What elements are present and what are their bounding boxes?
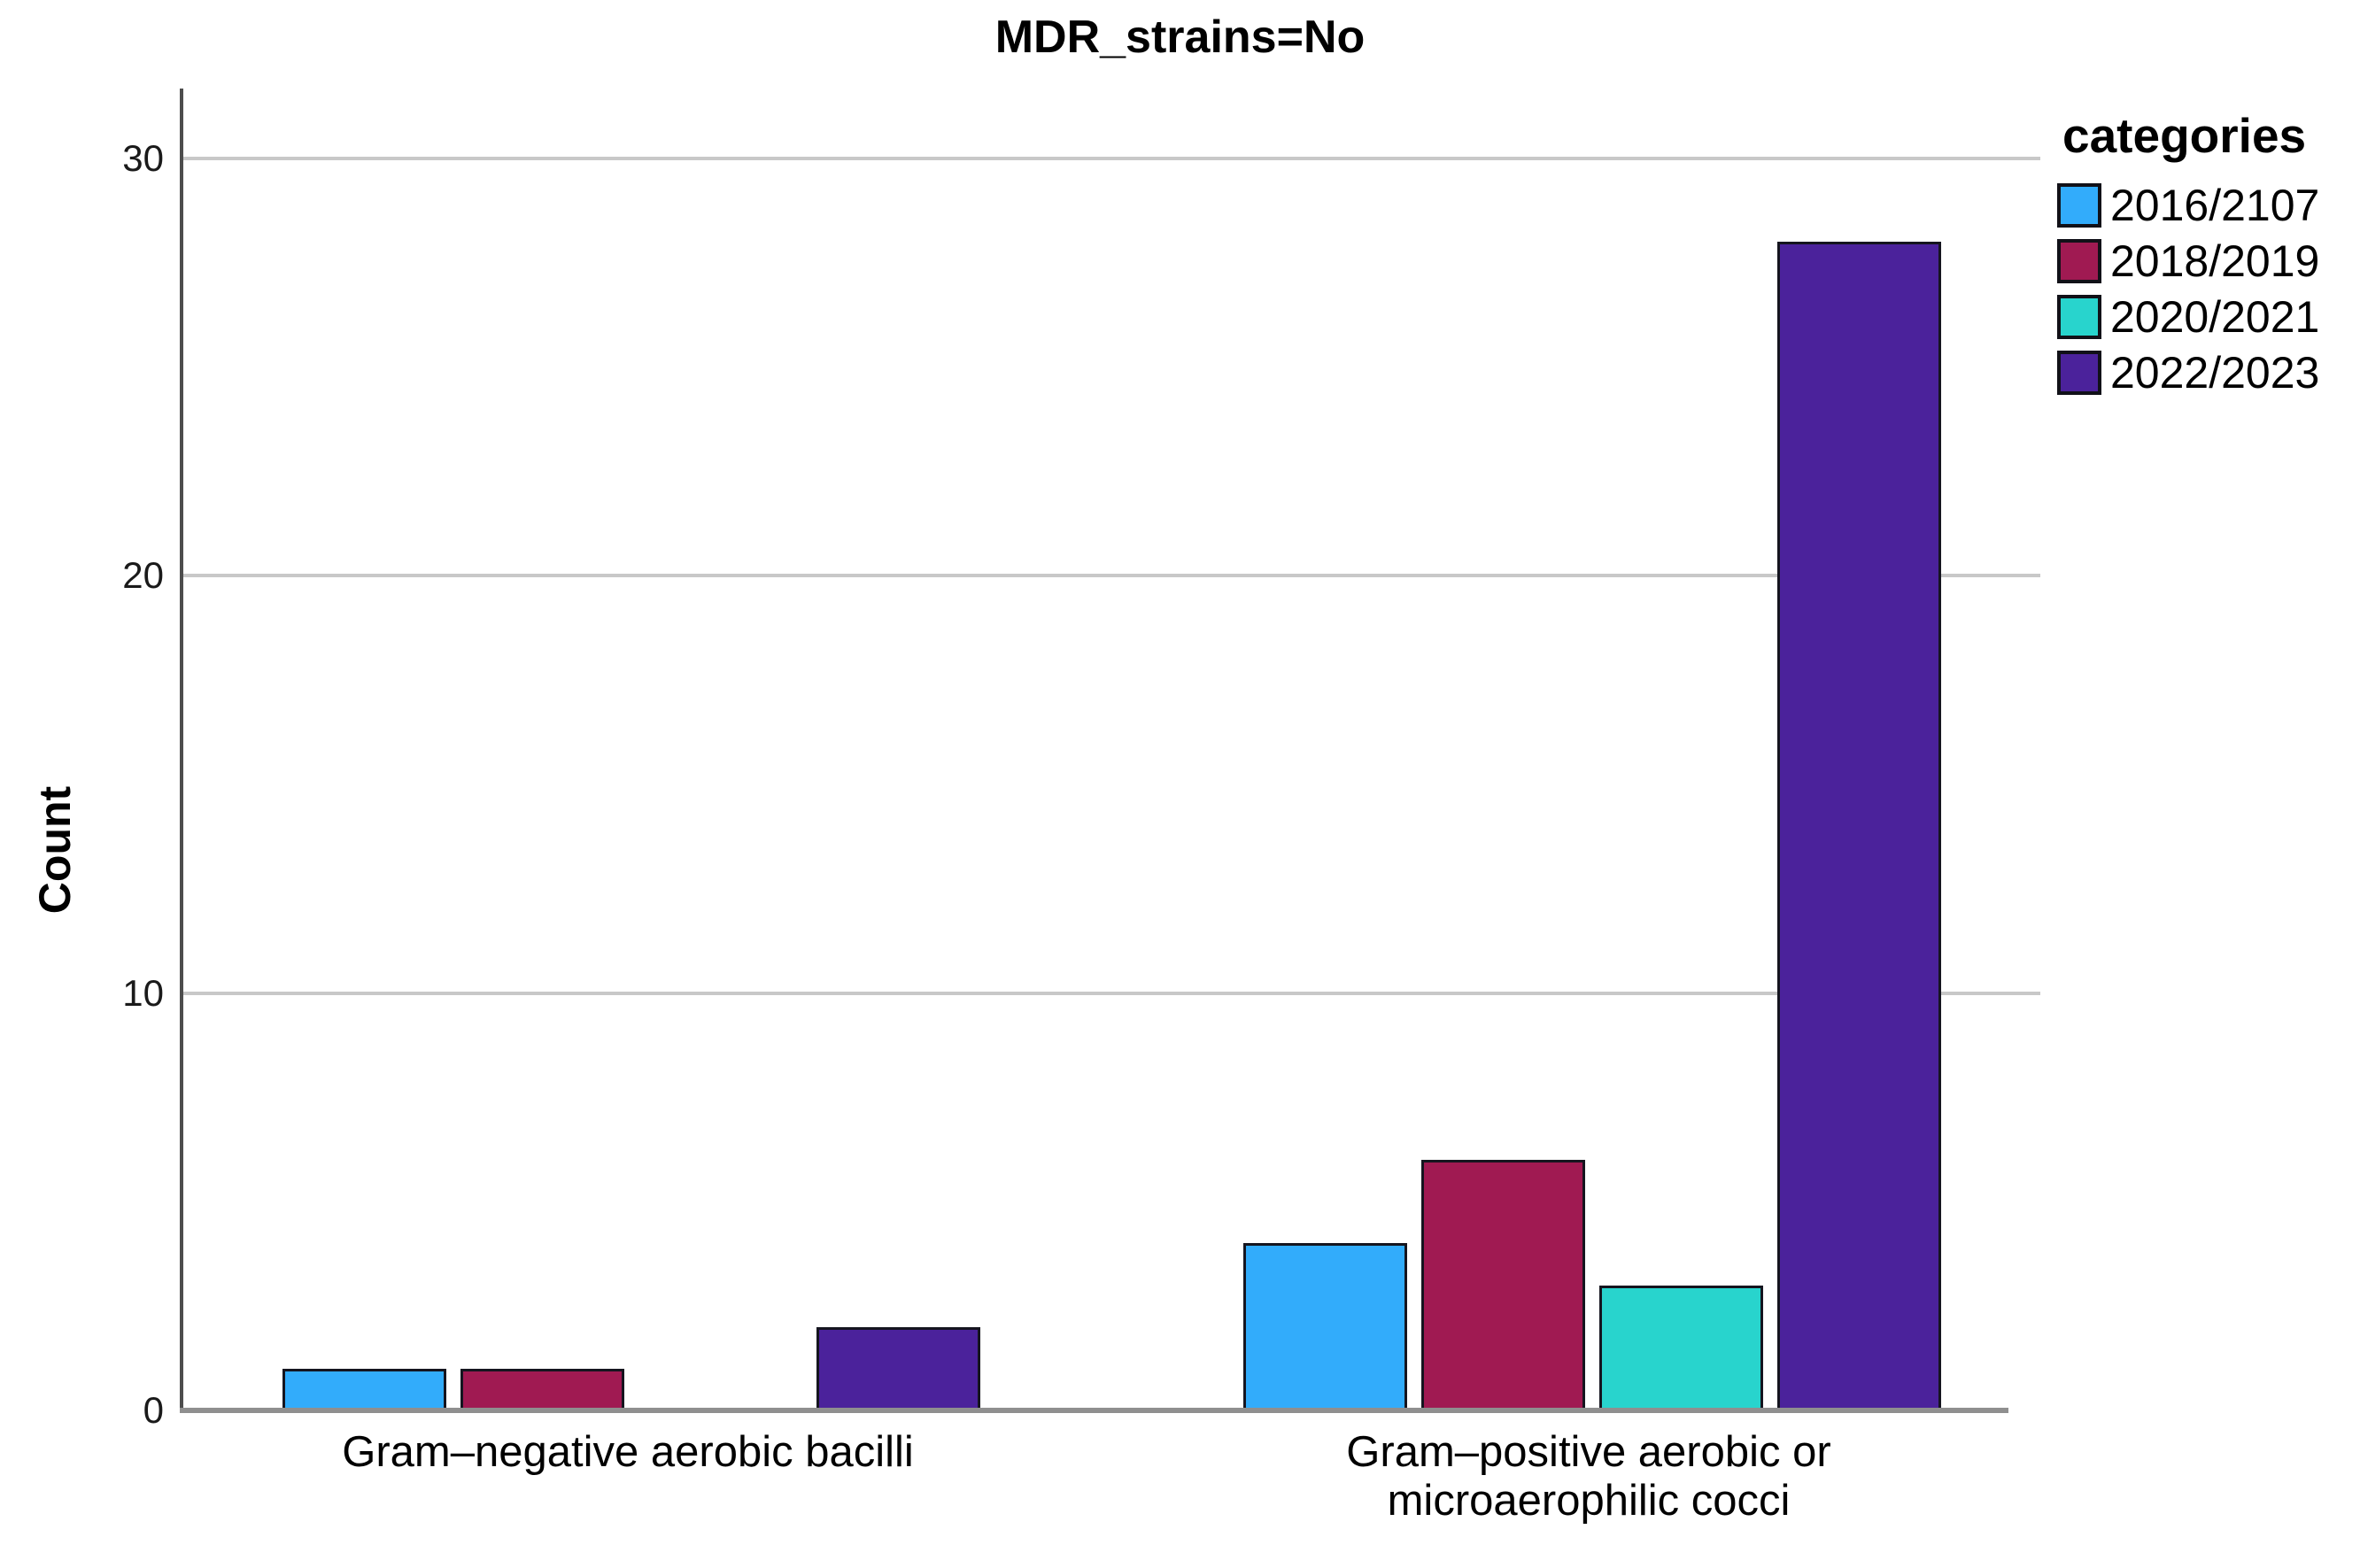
x-category-label-gram-positive: Gram–positive aerobic or microaerophilic… [1346, 1428, 1831, 1525]
y-tick-label-30: 30 [122, 137, 164, 180]
x-category-label-gram-negative: Gram–negative aerobic bacilli [342, 1428, 914, 1476]
x-axis-line [180, 1408, 2008, 1413]
y-tick-label-10: 10 [122, 971, 164, 1014]
legend-item-2016-2107: 2016/2107 [2057, 183, 2319, 228]
legend-title: categories [2062, 108, 2307, 163]
bar-2016-2107-gram-negative [282, 1369, 446, 1410]
gridline-y-10 [183, 991, 2040, 995]
bar-2022-2023-gram-negative [816, 1327, 980, 1410]
legend-label-2016-2107: 2016/2107 [2110, 181, 2320, 230]
legend-label-2018-2019: 2018/2019 [2110, 236, 2320, 286]
y-tick-label-20: 20 [122, 554, 164, 597]
legend-swatch-2022-2023 [2057, 351, 2101, 395]
bar-2018-2019-gram-negative [460, 1369, 624, 1410]
legend-items: 2016/2107 2018/2019 2020/2021 2022/2023 [2057, 183, 2319, 395]
legend: categories 2016/2107 2018/2019 2020/2021 20… [2057, 112, 2319, 406]
legend-item-2022-2023: 2022/2023 [2057, 351, 2319, 395]
y-tick-label-0: 0 [143, 1389, 164, 1431]
legend-item-2020-2021: 2020/2021 [2057, 295, 2319, 339]
gridline-y-30 [183, 157, 2040, 161]
gridline-y-20 [183, 574, 2040, 578]
legend-label-2022-2023: 2022/2023 [2110, 348, 2320, 398]
plot-area [180, 89, 2040, 1410]
legend-item-2018-2019: 2018/2019 [2057, 239, 2319, 283]
y-axis-title: Count [30, 785, 80, 915]
chart-title: MDR_strains=No [994, 12, 1366, 63]
bar-2020-2021-gram-positive [1599, 1286, 1763, 1410]
bar-2022-2023-gram-positive [1777, 242, 1941, 1410]
legend-swatch-2020-2021 [2057, 295, 2101, 339]
legend-swatch-2016-2107 [2057, 183, 2101, 228]
legend-swatch-2018-2019 [2057, 239, 2101, 283]
bar-2016-2107-gram-positive [1243, 1243, 1407, 1410]
legend-label-2020-2021: 2020/2021 [2110, 292, 2320, 342]
bar-2018-2019-gram-positive [1421, 1160, 1585, 1410]
